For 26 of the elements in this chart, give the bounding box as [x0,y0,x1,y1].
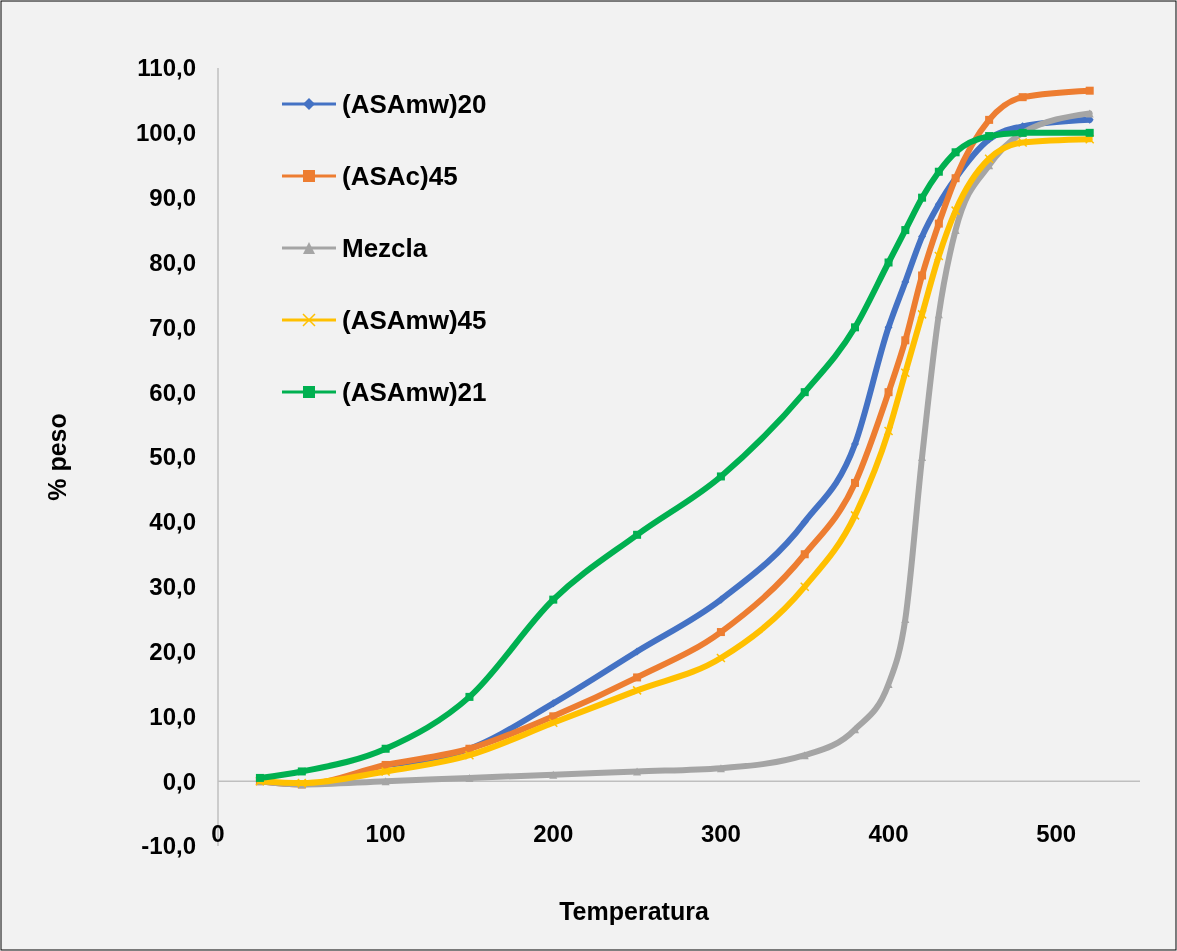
y-tick-label: -10,0 [141,832,196,860]
x-tick-label: 400 [868,820,909,847]
y-axis-title: % peso [43,413,71,501]
y-tick-label: 20,0 [149,637,196,665]
x-axis-title: Temperatura [559,897,710,925]
x-tick-label: 300 [700,820,741,847]
x-tick-label: 0 [211,820,225,847]
y-tick-label: 80,0 [149,248,196,276]
legend-label: Mezcla [342,233,428,264]
y-tick-label: 60,0 [149,378,196,406]
y-tick-label: 110,0 [137,54,196,82]
legend-label: (ASAmw)21 [342,377,487,408]
y-tick-label: 50,0 [149,443,196,471]
y-tick-label: 70,0 [149,313,196,341]
legend-label: (ASAc)45 [342,161,458,192]
y-tick-label: 90,0 [149,184,196,212]
y-tick-label: 0,0 [162,767,196,795]
x-tick-label: 100 [365,820,406,847]
x-tick-label: 200 [533,820,574,847]
y-tick-label: 10,0 [149,702,196,730]
legend-label: (ASAmw)45 [342,305,487,336]
y-tick-label: 100,0 [135,119,196,147]
legend-label: (ASAmw)20 [342,89,487,120]
x-tick-label: 500 [1036,820,1077,847]
y-tick-label: 30,0 [149,573,196,601]
y-tick-label: 40,0 [149,508,196,536]
